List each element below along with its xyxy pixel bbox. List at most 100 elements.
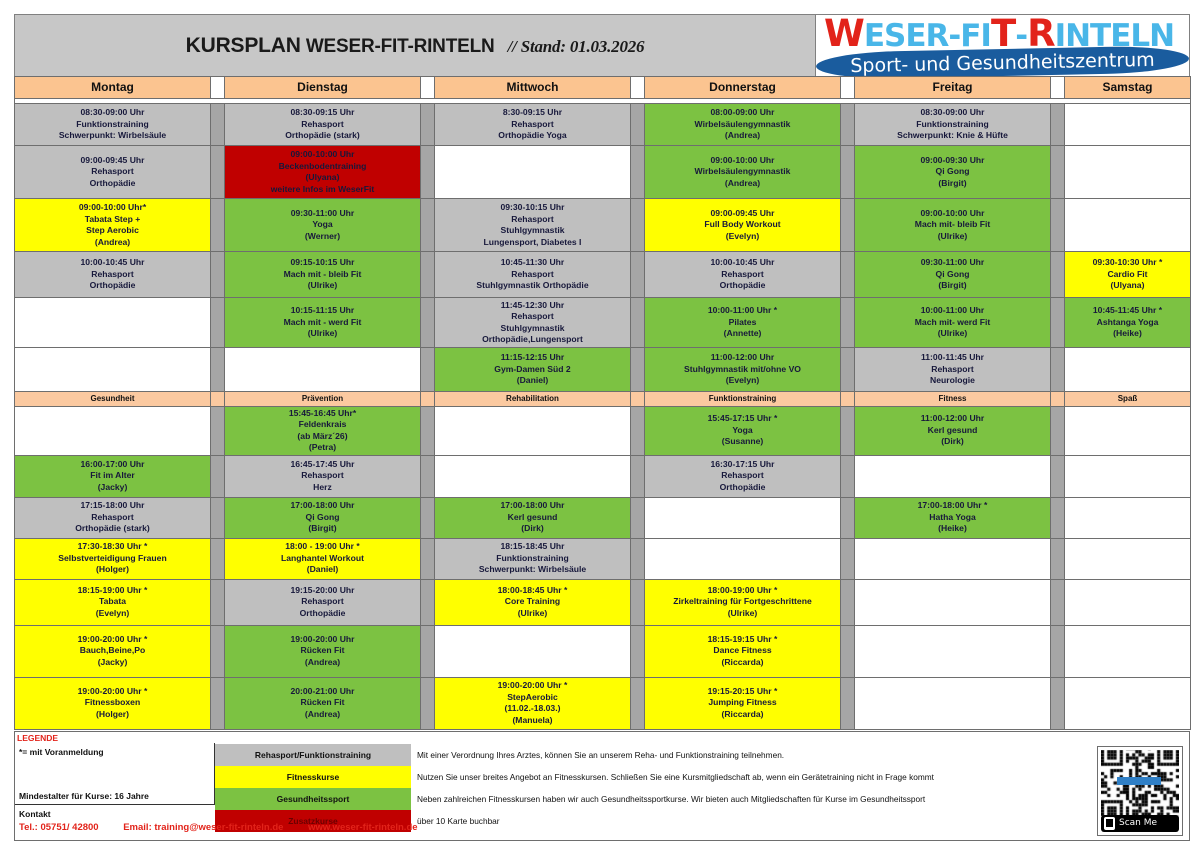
- course-cell[interactable]: 19:15-20:00 Uhr Rehasport Orthopädie: [224, 578, 421, 626]
- course-cell: [434, 454, 631, 498]
- title-cell: KURSPLAN WESER-FIT-RINTELN // Stand: 01.…: [15, 15, 816, 76]
- column-gap: [420, 578, 435, 626]
- day-header-samstag: Samstag: [1064, 76, 1191, 99]
- course-cell[interactable]: 18:00 - 19:00 Uhr * Langhantel Workout (Da…: [224, 537, 421, 580]
- course-cell[interactable]: 10:45-11:30 Uhr Rehasport Stuhlgymnastik O…: [434, 251, 631, 298]
- course-cell[interactable]: 09:00-10:00 Uhr Wirbelsäulengymnastik (And…: [644, 145, 841, 199]
- legend-swatch-green: Gesundheitssport: [215, 787, 411, 810]
- course-cell[interactable]: 09:15-10:15 Uhr Mach mit - bleib Fit (Ulri…: [224, 251, 421, 298]
- course-cell: [854, 676, 1051, 730]
- course-cell[interactable]: 20:00-21:00 Uhr Rücken Fit (Andrea): [224, 676, 421, 730]
- course-cell[interactable]: 11:45-12:30 Uhr Rehasport Stuhlgymnastik Or…: [434, 297, 631, 348]
- course-cell[interactable]: 08:30-09:00 Uhr Funktionstraining Schwerpu…: [854, 103, 1051, 146]
- course-cell[interactable]: 18:00-18:45 Uhr * Core Training (Ulrike): [434, 578, 631, 626]
- category-header-2: Rehabilitation: [434, 391, 631, 407]
- legend-note-box: *= mit Voranmeldung Mindestalter für Kur…: [15, 742, 215, 805]
- course-cell[interactable]: 11:15-12:15 Uhr Gym-Damen Süd 2 (Daniel): [434, 347, 631, 392]
- course-cell[interactable]: 10:00-11:00 Uhr Mach mit- werd Fit (Ulrike…: [854, 297, 1051, 348]
- course-cell[interactable]: 11:00-12:00 Uhr Stuhlgymnastik mit/ohne V…: [644, 347, 841, 392]
- course-line: Step Aerobic: [86, 225, 139, 235]
- course-cell[interactable]: 18:15-19:15 Uhr * Dance Fitness (Riccarda): [644, 624, 841, 678]
- course-cell[interactable]: 10:00-10:45 Uhr Rehasport Orthopädie: [14, 251, 211, 298]
- course-cell[interactable]: 09:00-10:00 Uhr Mach mit- bleib Fit (Ulrik…: [854, 198, 1051, 252]
- course-cell: [644, 496, 841, 539]
- course-cell[interactable]: 09:30-10:15 Uhr Rehasport Stuhlgymnastik Lu…: [434, 198, 631, 252]
- course-cell[interactable]: 19:15-20:15 Uhr * Jumping Fitness (Riccard…: [644, 676, 841, 730]
- course-cell[interactable]: 18:15-18:45 Uhr Funktionstraining Schwerpu…: [434, 537, 631, 580]
- course-line: Fitnessboxen: [84, 697, 141, 708]
- course-cell[interactable]: 17:00-18:00 Uhr Qi Gong (Birgit): [224, 496, 421, 539]
- contact-phone[interactable]: Tel.: 05751/ 42800: [19, 821, 99, 833]
- legend-description-0: Mit einer Verordnung Ihres Arztes, könne…: [417, 749, 785, 760]
- column-gap: [630, 537, 645, 580]
- course-line: (Ulrike): [517, 607, 548, 618]
- course-cell[interactable]: 09:00-09:45 Uhr Full Body Workout (Evelyn): [644, 198, 841, 252]
- course-cell: [854, 537, 1051, 580]
- legend-swatch-column: Rehasport/Funktionstraining Fitnesskurse G…: [215, 743, 411, 840]
- course-cell[interactable]: 18:00-19:00 Uhr * Zirkeltraining für Fort…: [644, 578, 841, 626]
- course-line: (Birgit): [938, 280, 967, 291]
- course-cell[interactable]: 19:00-20:00 Uhr * Bauch,Beine,Po (Jacky): [14, 624, 211, 678]
- course-line: 17:00-18:00 Uhr *: [917, 500, 988, 511]
- course-line: Rehasport: [511, 118, 554, 129]
- smartphone-icon: [1104, 816, 1115, 830]
- course-line: Stuhlgymnastik: [500, 225, 565, 235]
- contact-website[interactable]: www.weser-fit-rinteln.de: [308, 821, 418, 833]
- contact-email[interactable]: Email: training@weser-fit-rinteln.de: [123, 821, 284, 833]
- course-cell[interactable]: 09:30-10:30 Uhr * Cardio Fit (Ulyana): [1064, 251, 1191, 298]
- course-cell[interactable]: 17:00-18:00 Uhr * Hatha Yoga (Heike): [854, 496, 1051, 539]
- course-cell[interactable]: 16:30-17:15 Uhr Rehasport Orthopädie: [644, 454, 841, 498]
- course-line: 20:00-21:00 Uhr: [290, 685, 355, 696]
- column-gap: [1050, 676, 1065, 730]
- course-cell[interactable]: 10:15-11:15 Uhr Mach mit - werd Fit (Ulrik…: [224, 297, 421, 348]
- course-cell[interactable]: 09:00-10:00 Uhr* Tabata Step + Step Aerobi…: [14, 198, 211, 252]
- course-cell[interactable]: 8:30-09:15 Uhr Rehasport Orthopädie Yoga: [434, 103, 631, 146]
- course-line: Schwerpunkt: Knie & Hüfte: [897, 130, 1008, 141]
- column-gap: [630, 347, 645, 392]
- qr-code-box[interactable]: Scan Me: [1097, 745, 1183, 836]
- course-cell: [434, 624, 631, 678]
- course-cell[interactable]: 09:00-09:30 Uhr Qi Gong (Birgit): [854, 145, 1051, 199]
- course-cell[interactable]: 17:15-18:00 Uhr Rehasport Orthopädie (star…: [14, 496, 211, 539]
- course-cell: [1064, 676, 1191, 730]
- column-gap: [210, 405, 225, 456]
- course-cell[interactable]: 15:45-16:45 Uhr* Feldenkrais (ab März´26)(…: [224, 405, 421, 456]
- course-cell[interactable]: 09:30-11:00 Uhr Yoga (Werner): [224, 198, 421, 252]
- column-gap: [840, 537, 855, 580]
- course-line: Orthopädie: [89, 177, 136, 188]
- course-cell[interactable]: 11:00-11:45 Uhr Rehasport Neurologie: [854, 347, 1051, 392]
- course-cell[interactable]: 08:30-09:00 Uhr Funktionstraining Schwerpu…: [14, 103, 211, 146]
- course-line: Qi Gong: [935, 268, 970, 279]
- column-gap: [840, 496, 855, 539]
- course-cell[interactable]: 11:00-12:00 Uhr Kerl gesund (Dirk): [854, 405, 1051, 456]
- course-cell[interactable]: 10:00-11:00 Uhr * Pilates (Annette): [644, 297, 841, 348]
- course-line: 09:30-11:00 Uhr: [920, 257, 985, 268]
- course-cell[interactable]: 10:00-10:45 Uhr Rehasport Orthopädie: [644, 251, 841, 298]
- course-cell[interactable]: 15:45-17:15 Uhr * Yoga (Susanne): [644, 405, 841, 456]
- course-cell: [1064, 198, 1191, 252]
- course-line: 18:00-19:00 Uhr *: [707, 584, 778, 595]
- course-cell[interactable]: 16:45-17:45 Uhr Rehasport Herz: [224, 454, 421, 498]
- course-cell[interactable]: 18:15-19:00 Uhr * Tabata (Evelyn): [14, 578, 211, 626]
- course-cell[interactable]: 08:30-09:15 Uhr Rehasport Orthopädie (star…: [224, 103, 421, 146]
- course-line: Hatha Yoga: [929, 511, 976, 522]
- logo-dash: -: [1015, 18, 1028, 54]
- course-cell[interactable]: 09:30-11:00 Uhr Qi Gong (Birgit): [854, 251, 1051, 298]
- course-cell[interactable]: 19:00-20:00 Uhr * Fitnessboxen (Holger): [14, 676, 211, 730]
- column-gap: [630, 676, 645, 730]
- course-cell[interactable]: 08:00-09:00 Uhr Wirbelsäulengymnastik (And…: [644, 103, 841, 146]
- course-cell[interactable]: 17:00-18:00 Uhr Kerl gesund (Dirk): [434, 496, 631, 539]
- course-cell[interactable]: 16:00-17:00 Uhr Fit im Alter (Jacky): [14, 454, 211, 498]
- schedule-row-morning-2: 09:00-10:00 Uhr* Tabata Step + Step Aerobi…: [14, 198, 1191, 252]
- course-cell: [854, 578, 1051, 626]
- page-title-bold: KURSPLAN: [185, 33, 301, 57]
- course-cell[interactable]: 10:45-11:45 Uhr * Ashtanga Yoga (Heike): [1064, 297, 1191, 348]
- course-cell[interactable]: 17:30-18:30 Uhr * Selbstverteidigung Frau…: [14, 537, 211, 580]
- course-line: Orthopädie: [89, 280, 136, 291]
- course-cell[interactable]: 09:00-10:00 Uhr Beckenbodentraining (Ulyan…: [224, 145, 421, 199]
- course-cell[interactable]: 09:00-09:45 Uhr Rehasport Orthopädie: [14, 145, 211, 199]
- course-cell[interactable]: 19:00-20:00 Uhr Rücken Fit (Andrea): [224, 624, 421, 678]
- schedule-row-morning-3: 10:00-10:45 Uhr Rehasport Orthopädie 09:15-…: [14, 251, 1191, 298]
- course-cell[interactable]: 19:00-20:00 Uhr * StepAerobic (11.02.-18.0…: [434, 676, 631, 730]
